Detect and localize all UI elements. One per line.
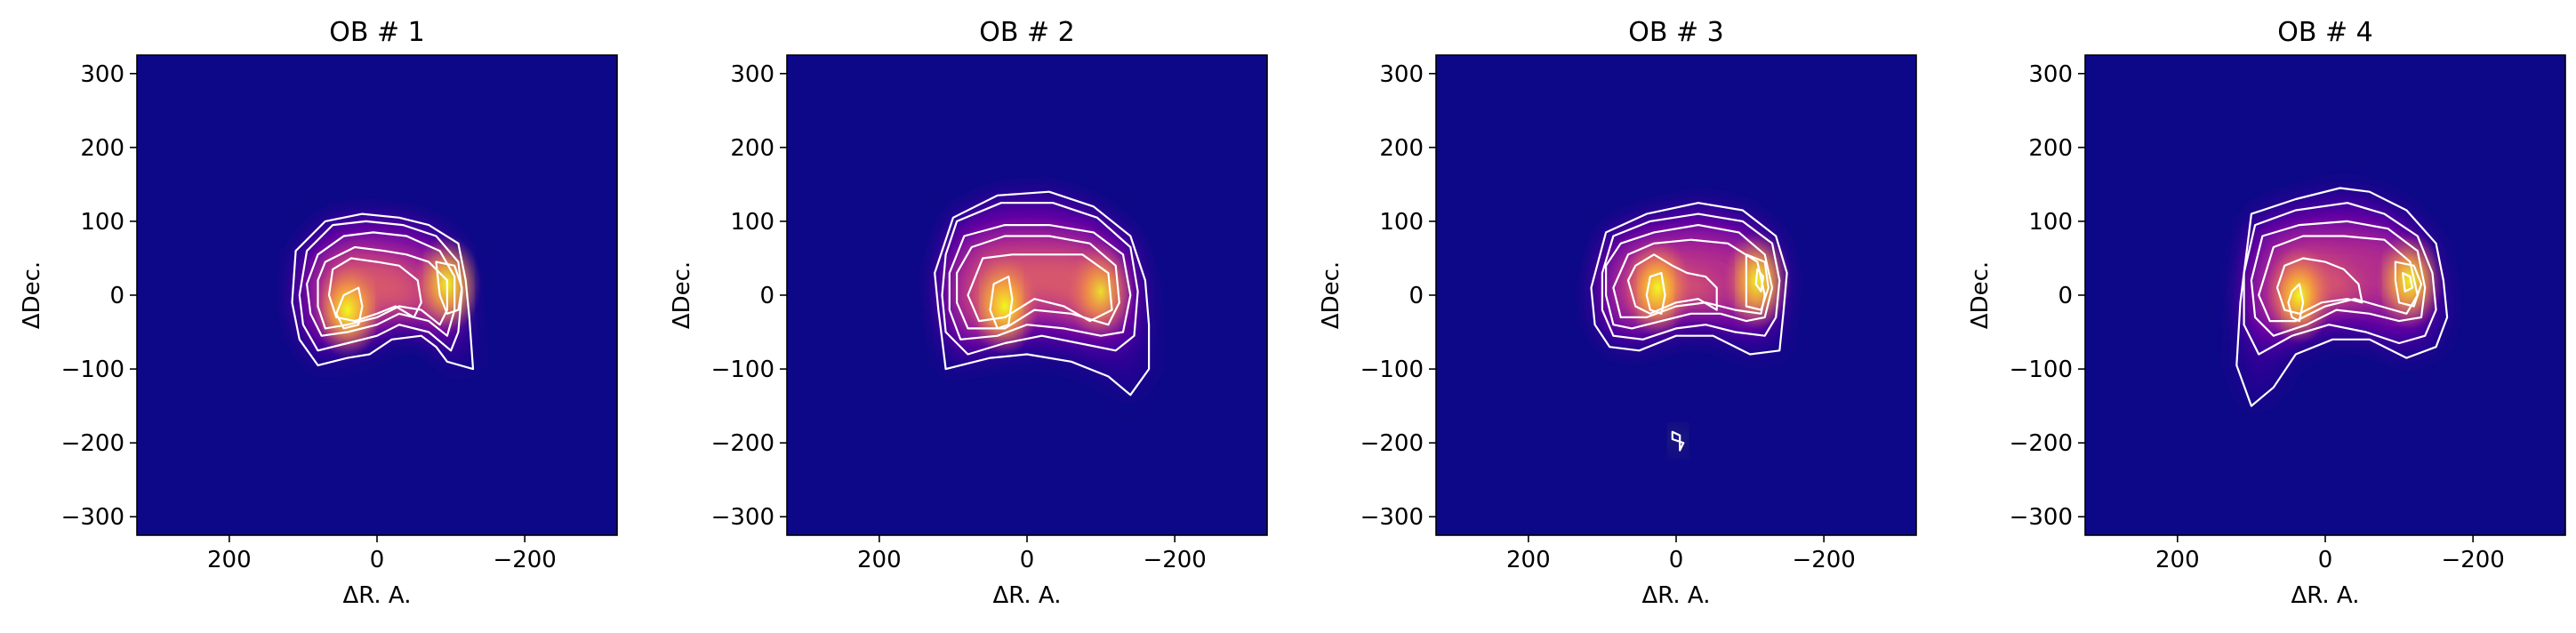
contour-line [989,276,1014,330]
panel-title: OB # 2 [979,17,1075,48]
x-tick-label: −200 [1143,547,1206,573]
panel-title: OB # 1 [329,17,425,48]
y-tick-label: 300 [730,61,774,88]
y-tick-label: 100 [80,209,124,236]
panel-title: OB # 3 [1628,17,1724,48]
y-tick-label: 200 [80,135,124,162]
x-tick-label: −200 [493,547,556,573]
y-tick-label: −100 [61,357,124,383]
x-tick-label: 0 [1669,547,1684,573]
contour-line [948,224,1132,341]
contour-line [2394,260,2423,308]
heatmap-layer [1590,202,1792,452]
contour-line [291,212,475,371]
y-tick-label: 200 [730,135,774,162]
y-tick-label: 100 [730,209,774,236]
panel-3: 200 0 −200 300 200 100 0 −100 −200 −300 OB # 3 ΔR. … [1318,17,1917,609]
contour-line [1671,430,1685,452]
y-tick-label: −100 [1360,357,1424,383]
contour-line [941,202,1139,356]
contour-line [1626,253,1718,315]
y-tick-label: 0 [2058,283,2073,309]
y-axis-label: ΔDec. [1318,261,1344,329]
contour-line [934,190,1151,397]
panel-1: 200 0 −200 300 200 100 0 −100 −200 −300 OB # 1 ΔR. … [19,17,618,609]
y-tick-label: 100 [1379,209,1424,236]
contour-line [1745,253,1769,311]
y-tick-label: 300 [80,61,124,88]
x-axis-label: ΔR. A. [992,582,1061,609]
y-tick-label: 0 [1408,283,1424,309]
panel-2: 200 0 −200 300 200 100 0 −100 −200 −300 OB # 2 ΔR. … [669,17,1268,609]
y-tick-label: 300 [1379,61,1424,88]
contour-line [2402,272,2414,292]
emission-peak [971,257,1039,356]
contour-line [2287,283,2305,323]
heatmap-layer [934,190,1151,397]
y-axis-label: ΔDec. [1967,261,1994,329]
emission-peak [1067,242,1136,341]
contour-line [956,235,1120,330]
contour-line [335,286,364,330]
contour-line [327,257,422,323]
contour-line [1754,268,1765,292]
y-tick-label: −200 [2010,430,2073,457]
y-tick-label: −300 [61,504,124,531]
x-tick-label: 200 [857,547,902,573]
x-tick-label: −200 [1792,547,1855,573]
contour-line [298,220,463,352]
contour-line [2250,220,2427,337]
contour-line [1605,224,1774,330]
y-axis-label: ΔDec. [669,261,695,329]
contour-line [317,245,448,330]
y-tick-label: 300 [2028,61,2073,88]
contour-line [2275,257,2363,315]
y-tick-label: 200 [2028,135,2073,162]
contour-line [967,253,1113,323]
x-tick-label: 200 [1506,547,1551,573]
panel-4: 200 0 −200 300 200 100 0 −100 −200 −300 OB # 4 ΔR. … [1967,17,2566,609]
contour-line [1601,212,1781,341]
contour-line [2243,202,2437,356]
y-tick-label: 100 [2028,209,2073,236]
x-axis-label: ΔR. A. [2291,582,2359,609]
y-tick-label: 0 [109,283,124,309]
x-tick-label: −200 [2441,547,2504,573]
panel-title: OB # 4 [2277,17,2373,48]
y-tick-label: −200 [61,430,124,457]
contour-line [435,260,463,315]
y-tick-label: 0 [759,283,774,309]
contour-line [1612,238,1766,318]
y-tick-label: −300 [1360,504,1424,531]
x-tick-label: 0 [1020,547,1035,573]
contour-line [2235,187,2449,407]
contour-line [2258,235,2419,323]
contour-line [1590,202,1788,356]
y-tick-label: −300 [711,504,774,531]
y-axis-label: ΔDec. [19,261,45,329]
contour-line [1645,272,1666,315]
y-tick-label: 200 [1379,135,1424,162]
contour-line [306,231,456,337]
heatmap-layer [291,212,481,371]
x-tick-label: 0 [2318,547,2333,573]
x-axis-label: ΔR. A. [342,582,411,609]
x-tick-label: 200 [2155,547,2200,573]
y-tick-label: −100 [2010,357,2073,383]
y-tick-label: −200 [711,430,774,457]
y-tick-label: −200 [1360,430,1424,457]
x-tick-label: 0 [370,547,385,573]
x-tick-label: 200 [207,547,252,573]
x-axis-label: ΔR. A. [1641,582,1710,609]
y-tick-label: −300 [2010,504,2073,531]
heatmap-layer [2235,187,2449,407]
y-tick-label: −100 [711,357,774,383]
